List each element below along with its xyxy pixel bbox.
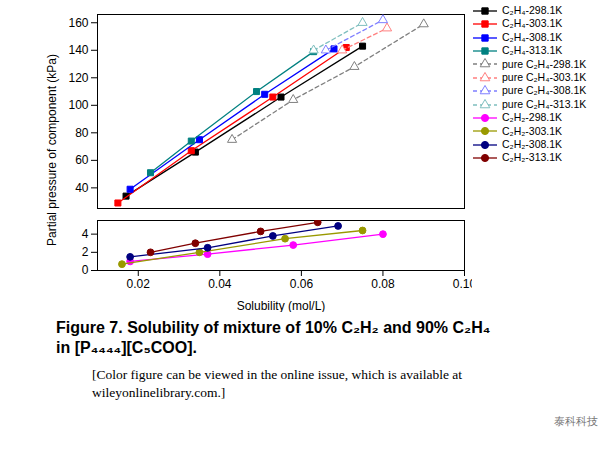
svg-text:0.08: 0.08	[371, 277, 395, 291]
html-text:Figure 7. Solubility of mixtur: Figure 7. Solubility of mixture of 10% C…	[56, 319, 491, 356]
html-text:pure C₂H₄-308.1K: pure C₂H₄-308.1K	[502, 84, 587, 97]
svg-text:40: 40	[75, 181, 89, 195]
html-text:pure C₂H₄-298.1K: pure C₂H₄-298.1K	[502, 57, 587, 70]
svg-text:0.10: 0.10	[453, 277, 472, 291]
svg-text:4: 4	[82, 227, 89, 241]
html-text:泰科科技: 泰科科技	[554, 415, 598, 428]
html-text:Partial pressure of component: Partial pressure of component (kPa)	[45, 54, 59, 246]
html-text:pure C₂H₄-313.1K: pure C₂H₄-313.1K	[502, 97, 587, 110]
html-text:C₂H₄-303.1K: C₂H₄-303.1K	[502, 17, 563, 30]
html-text:C₂H₂-303.1K: C₂H₂-303.1K	[502, 124, 563, 137]
svg-text:0.04: 0.04	[208, 277, 232, 291]
svg-text:0: 0	[82, 263, 89, 277]
svg-text:80: 80	[75, 126, 89, 140]
svg-text:160: 160	[68, 16, 88, 30]
html-text:C₂H₂-313.1K: C₂H₂-313.1K	[502, 151, 563, 164]
svg-text:0.02: 0.02	[127, 277, 151, 291]
svg-text:2: 2	[82, 245, 89, 259]
html-text:pure C₂H₄-303.1K: pure C₂H₄-303.1K	[502, 71, 587, 83]
svg-text:140: 140	[68, 43, 88, 57]
html-text:C₂H₄-298.1K: C₂H₄-298.1K	[502, 4, 563, 16]
svg-text:60: 60	[75, 153, 89, 167]
svg-text:100: 100	[68, 98, 88, 112]
html-text:C₂H₄-308.1K: C₂H₄-308.1K	[502, 30, 563, 43]
html-text:C₂H₂-298.1K: C₂H₂-298.1K	[502, 111, 563, 124]
html-text:C₂H₄-313.1K: C₂H₄-313.1K	[502, 44, 563, 57]
svg-text:0.06: 0.06	[290, 277, 314, 291]
html-text:[Color figure can be viewed in: [Color figure can be viewed in the onlin…	[92, 367, 462, 400]
svg-text:Solubility (mol/L): Solubility (mol/L)	[237, 299, 326, 313]
svg-text:120: 120	[68, 71, 88, 85]
html-text:C₂H₂-308.1K: C₂H₂-308.1K	[502, 138, 563, 151]
